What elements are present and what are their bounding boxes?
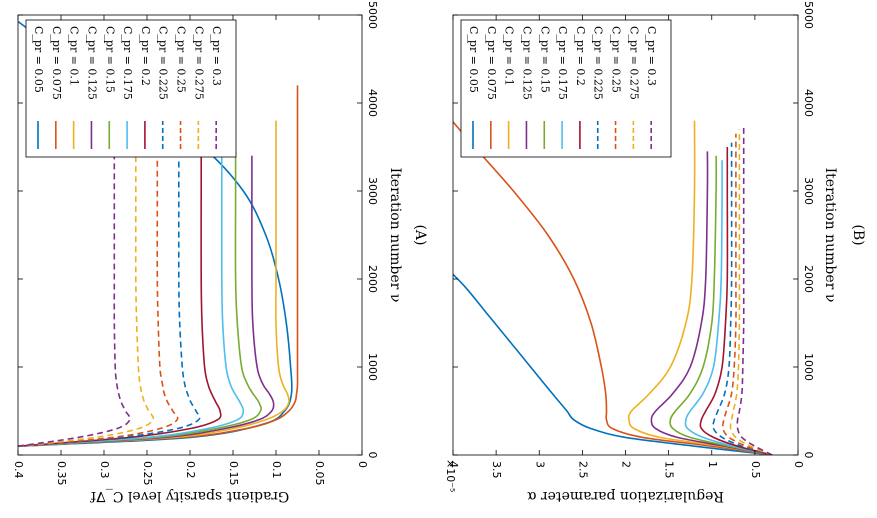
panel-b-legend-box [460, 19, 672, 158]
panel-a-series-line-5 [18, 151, 262, 447]
panel-b-multiplier: ×10⁻⁵ [444, 459, 457, 492]
panel-a-legend-label-5: C_pr = 0.15 [103, 26, 116, 93]
panel-b-ytick-label: 2 [620, 461, 633, 468]
panel-b-ytick-label: 1 [706, 461, 719, 468]
panel-a-ytick-label: 0.1 [270, 461, 283, 479]
panel-a-xtick-label: 1000 [366, 353, 379, 381]
panel-a-ylabel: Gradient sparsity level C_∇f [89, 488, 289, 504]
panel-a-ytick-label: 0.25 [141, 461, 154, 486]
panel-a-legend-box [25, 19, 237, 158]
panel-a: 0 0.05 0.1 0.15 0.2 0.25 0.3 0.35 0.4 0 1000 2000 30… [12, 1, 428, 504]
panel-a-ytick-label: 0 [356, 461, 369, 468]
panel-b-xtick-label: 5000 [802, 1, 815, 29]
panel-a-ytick-label: 0.35 [55, 461, 68, 486]
panel-a-series-line-7 [18, 151, 222, 447]
panel-b-xtick-label: 2000 [802, 265, 815, 293]
panel-a-legend-label-4: C_pr = 0.125 [85, 26, 98, 100]
panel-a-xtick-label: 4000 [366, 89, 379, 117]
panel-a-series [18, 20, 299, 447]
panel-b-series-line-2 [453, 120, 773, 455]
panel-b-legend-label-2: C_pr = 0.075 [485, 26, 498, 100]
panel-a-ytick-label: 0.3 [98, 461, 111, 479]
panel-a-xtick-label: 3000 [366, 177, 379, 205]
panel-a-legend-label-8: C_pr = 0.225 [157, 26, 170, 100]
panel-a-ytick-label: 0.4 [12, 461, 25, 479]
panel-a-ytick-label: 0.05 [313, 461, 326, 486]
panel-b-legend-label-8: C_pr = 0.225 [592, 26, 605, 100]
panel-b-xlabel: Iteration number ν [822, 168, 838, 303]
panel-a-ytick-label: 0.2 [184, 461, 197, 479]
panel-a-series-line-10 [18, 151, 155, 447]
panel-a-legend-label-7: C_pr = 0.2 [139, 26, 152, 86]
panel-a-legend-label-9: C_pr = 0.25 [175, 26, 188, 93]
panel-b-legend-label-3: C_pr = 0.1 [503, 26, 516, 86]
panel-a-series-line-8 [18, 151, 201, 447]
panel-b-series-line-9 [721, 133, 773, 455]
panel-b-legend-label-6: C_pr = 0.175 [556, 26, 569, 100]
panel-b-ytick-label: 0.5 [749, 461, 762, 479]
panel-a-legend: C_pr = 0.05 C_pr = 0.075 C_pr = 0.1 C_pr = … [25, 19, 237, 158]
panel-b-xtick-label: 3000 [802, 177, 815, 205]
panel-b-series [453, 120, 773, 455]
panel-a-legend-label-11: C_pr = 0.3 [210, 26, 223, 86]
panel-a-series-line-3 [18, 120, 290, 447]
panel-b-xtick-label: 4000 [802, 89, 815, 117]
panel-b-legend-label-4: C_pr = 0.125 [520, 26, 533, 100]
panel-b-legend-label-1: C_pr = 0.05 [467, 26, 480, 93]
panel-b-ytick-label: 3 [533, 461, 546, 468]
panel-b-series-line-3 [627, 120, 773, 455]
panel-b-ytick-label: 3.5 [490, 461, 503, 479]
panel-b-xtick-label: 1000 [802, 353, 815, 381]
panel-b-series-line-7 [699, 147, 773, 455]
panel-b-legend-label-10: C_pr = 0.275 [627, 26, 640, 100]
panel-b-legend-label-11: C_pr = 0.3 [645, 26, 658, 86]
panel-b-series-line-4 [650, 151, 773, 455]
panel-b: 0 0.5 1 1.5 2 2.5 3 3.5 4 0 1000 2000 3000 4000 5000 It… [444, 1, 866, 504]
panel-a-ytick-label: 0.15 [227, 461, 240, 486]
panel-a-xtick-label: 2000 [366, 265, 379, 293]
panel-b-ytick-label: 2.5 [576, 461, 589, 479]
panel-b-series-line-1 [453, 273, 773, 455]
panel-a-legend-label-1: C_pr = 0.05 [32, 26, 45, 93]
panel-a-xlabel: Iteration number ν [387, 168, 403, 303]
panel-b-legend: C_pr = 0.05 C_pr = 0.075 C_pr = 0.1 C_pr = … [460, 19, 672, 158]
panel-b-series-line-8 [712, 142, 773, 455]
panel-a-legend-label-2: C_pr = 0.075 [50, 26, 63, 100]
panel-a-caption: (A) [412, 224, 428, 245]
panel-b-ytick-label: 0 [792, 461, 805, 468]
panel-a-legend-label-10: C_pr = 0.275 [192, 26, 205, 100]
panel-b-caption: (B) [850, 224, 866, 245]
panel-b-legend-label-5: C_pr = 0.15 [538, 26, 551, 93]
panel-a-series-line-9 [18, 151, 179, 447]
panel-b-xtick-label: 0 [802, 452, 815, 459]
panel-a-legend-label-3: C_pr = 0.1 [68, 26, 81, 86]
panel-a-legend-label-6: C_pr = 0.175 [121, 26, 134, 100]
panel-b-ytick-label: 1.5 [663, 461, 676, 479]
panel-b-legend-label-7: C_pr = 0.2 [574, 26, 587, 86]
panel-a-series-line-2 [18, 85, 299, 447]
panel-b-series-line-6 [684, 160, 773, 455]
panel-a-xtick-label: 5000 [366, 1, 379, 29]
panel-b-series-line-11 [736, 125, 773, 455]
panel-a-series-line-6 [18, 151, 245, 447]
panel-b-ylabel: Regularization parameter α [526, 488, 723, 504]
panel-a-xtick-label: 0 [366, 452, 379, 459]
panel-b-ytick-label: 4 [447, 461, 460, 468]
panel-b-series-line-5 [669, 155, 773, 455]
panel-a-series-line-4 [18, 155, 275, 447]
panel-b-legend-label-9: C_pr = 0.25 [610, 26, 623, 93]
panel-a-series-line-11 [18, 151, 131, 447]
